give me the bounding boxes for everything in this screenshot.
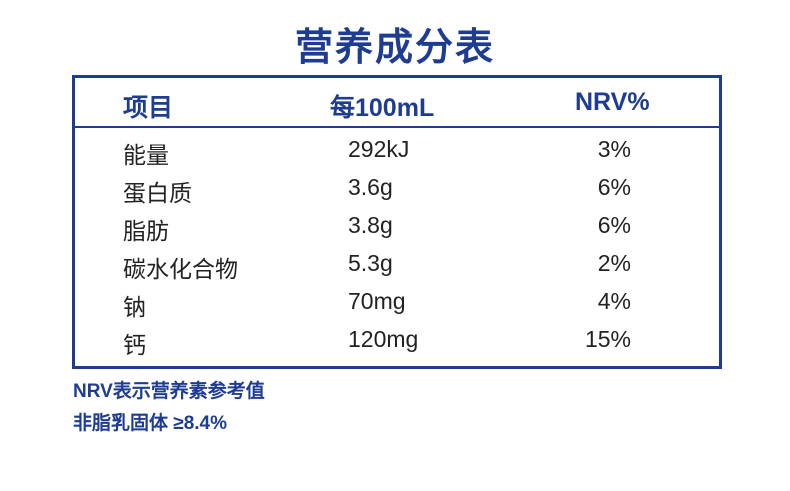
nutrient-nrv: 15% bbox=[584, 326, 631, 352]
nutrient-name: 脂肪 bbox=[123, 218, 169, 244]
nutrient-name: 蛋白质 bbox=[123, 180, 192, 206]
nutrient-amount: 120mg bbox=[348, 326, 419, 352]
note: 非脂乳固体 ≥8.4% bbox=[73, 413, 228, 434]
nutrient-name: 能量 bbox=[123, 142, 169, 168]
column-header: NRV% bbox=[575, 88, 650, 116]
nutrient-amount: 292kJ bbox=[348, 136, 410, 162]
header-divider bbox=[75, 126, 719, 128]
nutrient-name: 钠 bbox=[123, 294, 146, 320]
nutrient-nrv: 6% bbox=[597, 212, 631, 238]
nutrient-nrv: 4% bbox=[597, 288, 631, 314]
nutrient-amount: 5.3g bbox=[348, 250, 393, 276]
nutrient-nrv: 6% bbox=[597, 174, 631, 200]
nutrient-nrv: 2% bbox=[597, 250, 631, 276]
nutrient-name: 碳水化合物 bbox=[123, 256, 238, 282]
nutrient-nrv: 3% bbox=[597, 136, 631, 162]
column-header: 每100mL bbox=[330, 94, 435, 122]
note: NRV表示营养素参考值 bbox=[73, 381, 265, 402]
nutrient-name: 钙 bbox=[123, 332, 146, 358]
nutrient-amount: 3.6g bbox=[348, 174, 393, 200]
title: 营养成分表 bbox=[294, 27, 495, 69]
nutrient-amount: 3.8g bbox=[348, 212, 393, 238]
column-header: 项目 bbox=[123, 94, 174, 122]
nutrient-amount: 70mg bbox=[348, 288, 406, 314]
nutrition-table: 项目 每100mL NRV% 能量 292kJ 3% 蛋白质 3.6g 6% 脂肪 3.8g 6% 碳水… bbox=[72, 75, 722, 369]
